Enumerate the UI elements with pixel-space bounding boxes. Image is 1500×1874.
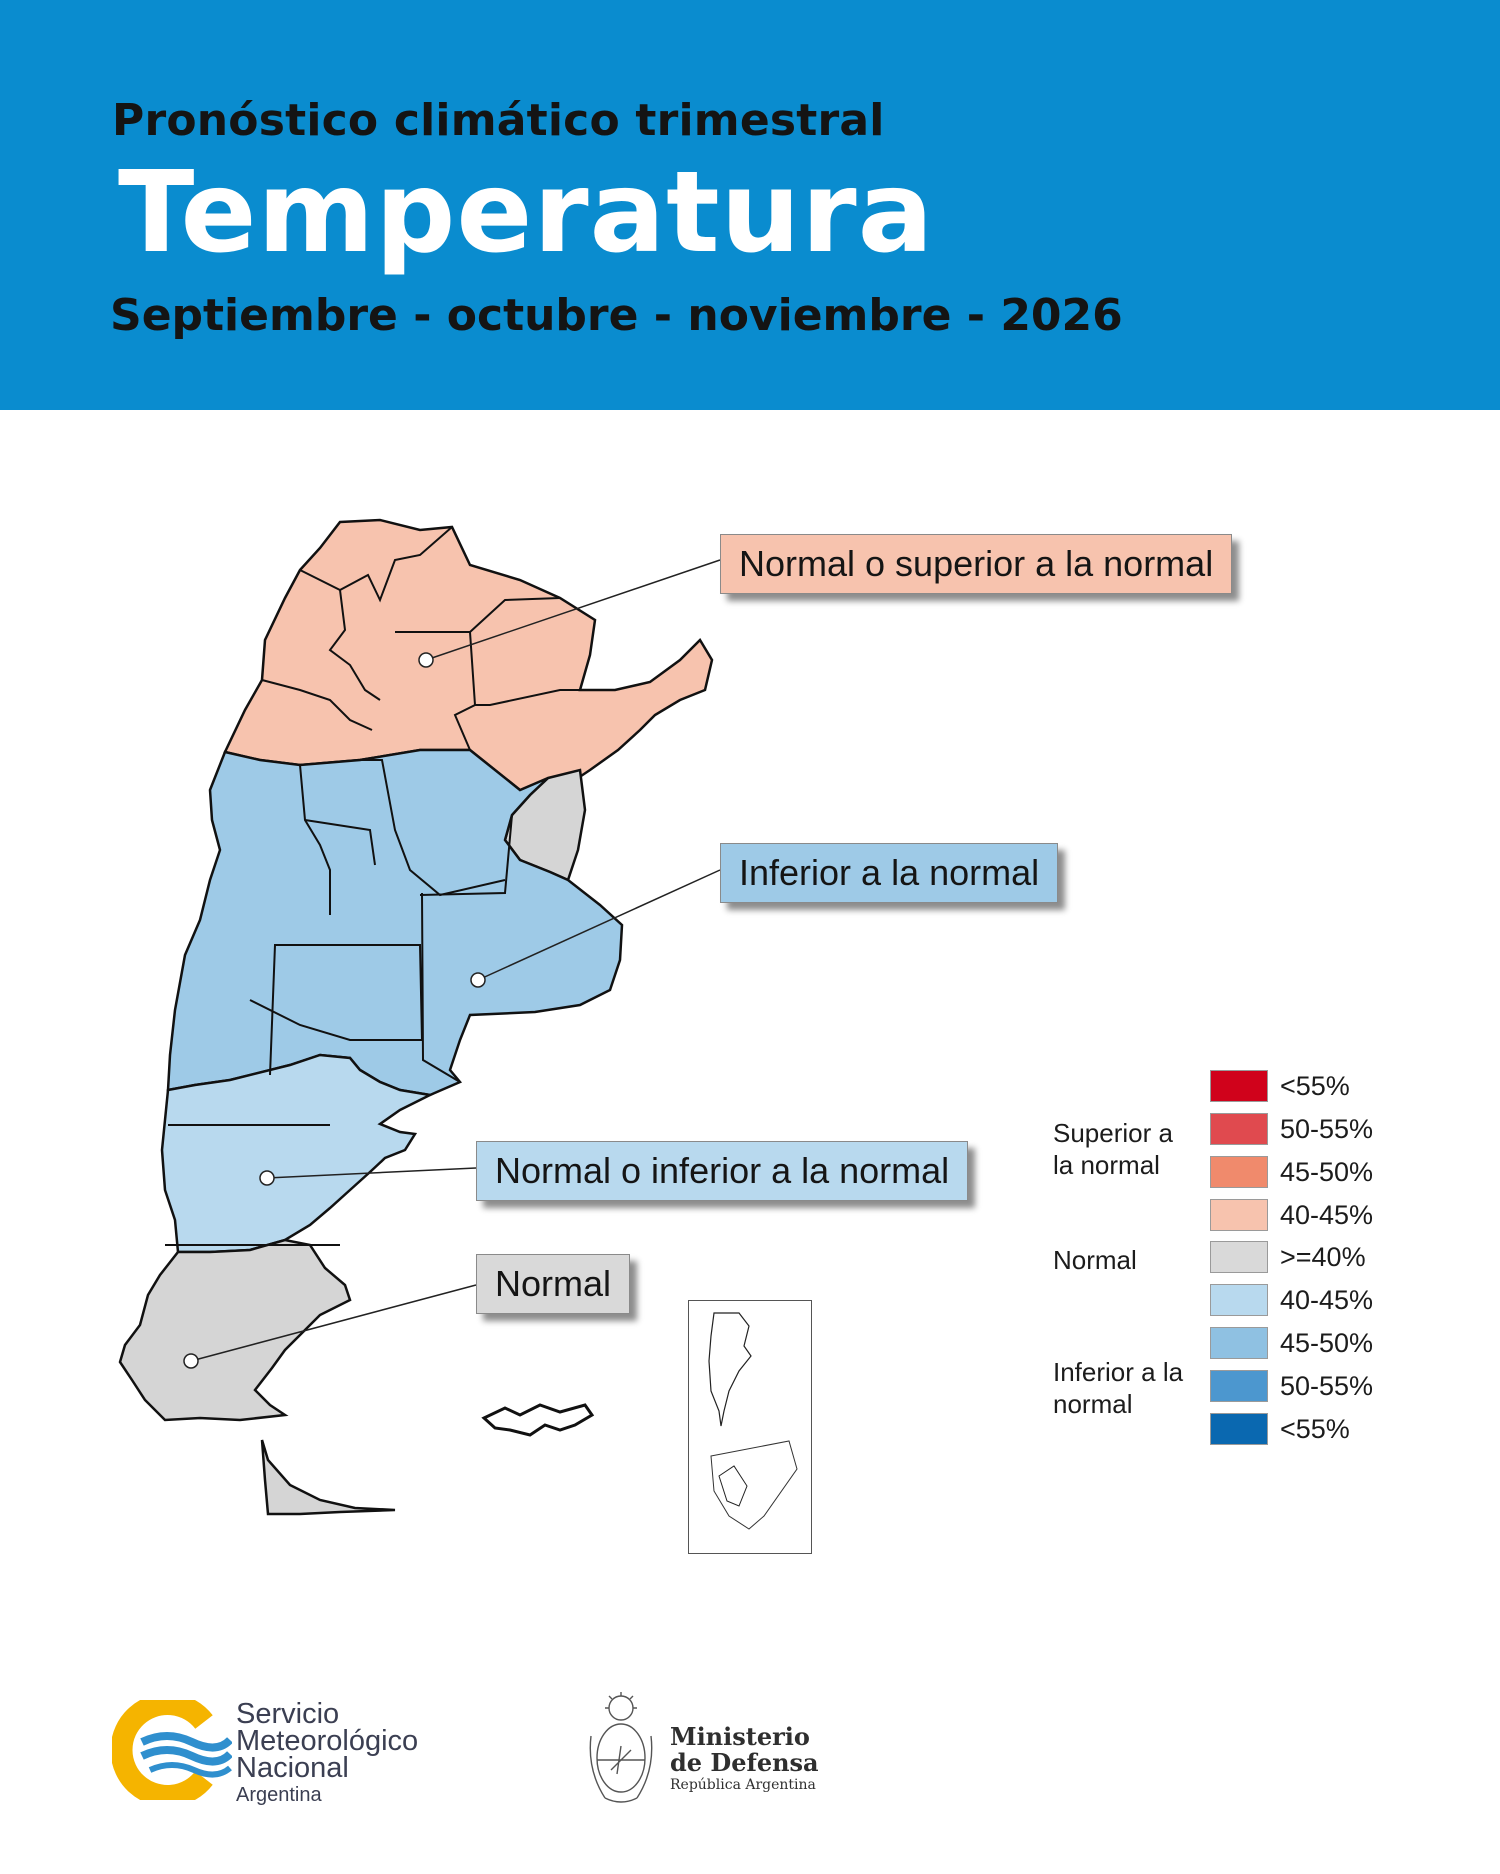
smn-logo-line4: Argentina [236, 1784, 322, 1806]
callout-normal-o-superior-label: Normal o superior a la normal [739, 543, 1214, 584]
legend-label-inferior-45-50: 45-50% [1280, 1328, 1374, 1358]
legend-label-inferior-50-55: 50-55% [1280, 1371, 1374, 1401]
legend-label-superior-50-55: 50-55% [1280, 1114, 1374, 1144]
argentina-forecast-map [118, 518, 721, 1516]
smn-logo-line1: Servicio [236, 1698, 340, 1730]
mindef-logo-line2: de Defensa [670, 1748, 819, 1777]
header-banner: Pronóstico climático trimestral Temperat… [0, 0, 1500, 410]
legend-swatch-inferior-40-45 [1210, 1284, 1268, 1316]
callout-inferior: Inferior a la normal [720, 843, 1059, 903]
mindef-logo-line1: Ministerio [670, 1722, 810, 1751]
legend-group-normal: Normal [1053, 1245, 1137, 1275]
legend-swatch-inferior-55 [1210, 1413, 1268, 1445]
map-region-patagonia-south-normal [118, 1238, 352, 1422]
smn-logo-line2: Meteorológico [236, 1725, 419, 1757]
forecast-period: Septiembre - octubre - noviembre - 2026 [110, 290, 1123, 341]
callout-anchor-dots [183, 652, 486, 1369]
callout-normal-o-inferior: Normal o inferior a la normal [476, 1141, 969, 1201]
legend-group-inferior: Inferior a la normal [1053, 1357, 1184, 1419]
forecast-subtitle: Pronóstico climático trimestral [112, 95, 885, 146]
legend-label-superior-40-45: 40-45% [1280, 1200, 1374, 1230]
map-region-malvinas [481, 1403, 595, 1437]
province-borders [165, 526, 580, 1246]
map-region-patagonia-north-normal-inferior [160, 1053, 434, 1254]
legend-swatch-inferior-50-55 [1210, 1370, 1268, 1402]
legend-swatch-inferior-45-50 [1210, 1327, 1268, 1359]
callout-normal-o-superior: Normal o superior a la normal [720, 534, 1233, 594]
legend-label-inferior-40-45: 40-45% [1280, 1285, 1374, 1315]
callout-inferior-label: Inferior a la normal [739, 852, 1040, 893]
smn-logo-line3: Nacional [236, 1752, 349, 1784]
legend-swatch-superior-45-50 [1210, 1156, 1268, 1188]
legend-swatch-superior-40-45 [1210, 1199, 1268, 1231]
map-region-tierra-del-fuego [260, 1439, 396, 1516]
smn-logo-icon [112, 1700, 232, 1800]
callout-normal-label: Normal [495, 1263, 612, 1304]
legend-swatch-superior-50-55 [1210, 1113, 1268, 1145]
legend-swatch-superior-55 [1210, 1070, 1268, 1102]
mindef-logo-line3: República Argentina [670, 1777, 816, 1793]
coat-of-arms-icon [589, 1692, 653, 1803]
legend-label-normal: >=40% [1280, 1242, 1366, 1272]
callout-normal-o-inferior-label: Normal o inferior a la normal [495, 1150, 950, 1191]
legend-group-superior: Superior a la normal [1053, 1118, 1173, 1180]
callout-normal: Normal [476, 1254, 631, 1314]
page-title: Temperatura [118, 148, 935, 278]
callout-leader-lines [190, 559, 721, 1362]
antarctica-inset-map [688, 1300, 812, 1554]
inset-map-drawing [708, 1312, 798, 1530]
legend-label-superior-45-50: 45-50% [1280, 1157, 1374, 1187]
legend-label-superior-55: <55% [1280, 1071, 1350, 1101]
map-region-center-inferior [166, 748, 624, 1097]
legend-label-inferior-55: <55% [1280, 1414, 1350, 1444]
legend-swatch-normal [1210, 1241, 1268, 1273]
